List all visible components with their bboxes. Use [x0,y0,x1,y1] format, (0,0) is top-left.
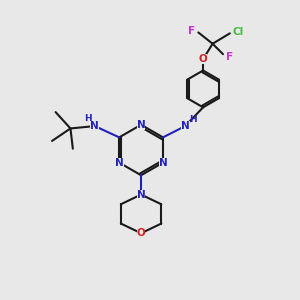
Text: N: N [91,121,99,131]
Text: N: N [115,158,124,168]
Text: N: N [137,120,146,130]
Text: N: N [137,190,146,200]
Text: N: N [159,158,167,168]
Text: F: F [188,26,195,36]
Text: F: F [226,52,233,61]
Text: N: N [181,121,190,131]
Text: O: O [137,228,146,238]
Text: H: H [189,115,196,124]
Text: Cl: Cl [232,27,244,37]
Text: O: O [199,54,208,64]
Text: H: H [85,114,92,123]
